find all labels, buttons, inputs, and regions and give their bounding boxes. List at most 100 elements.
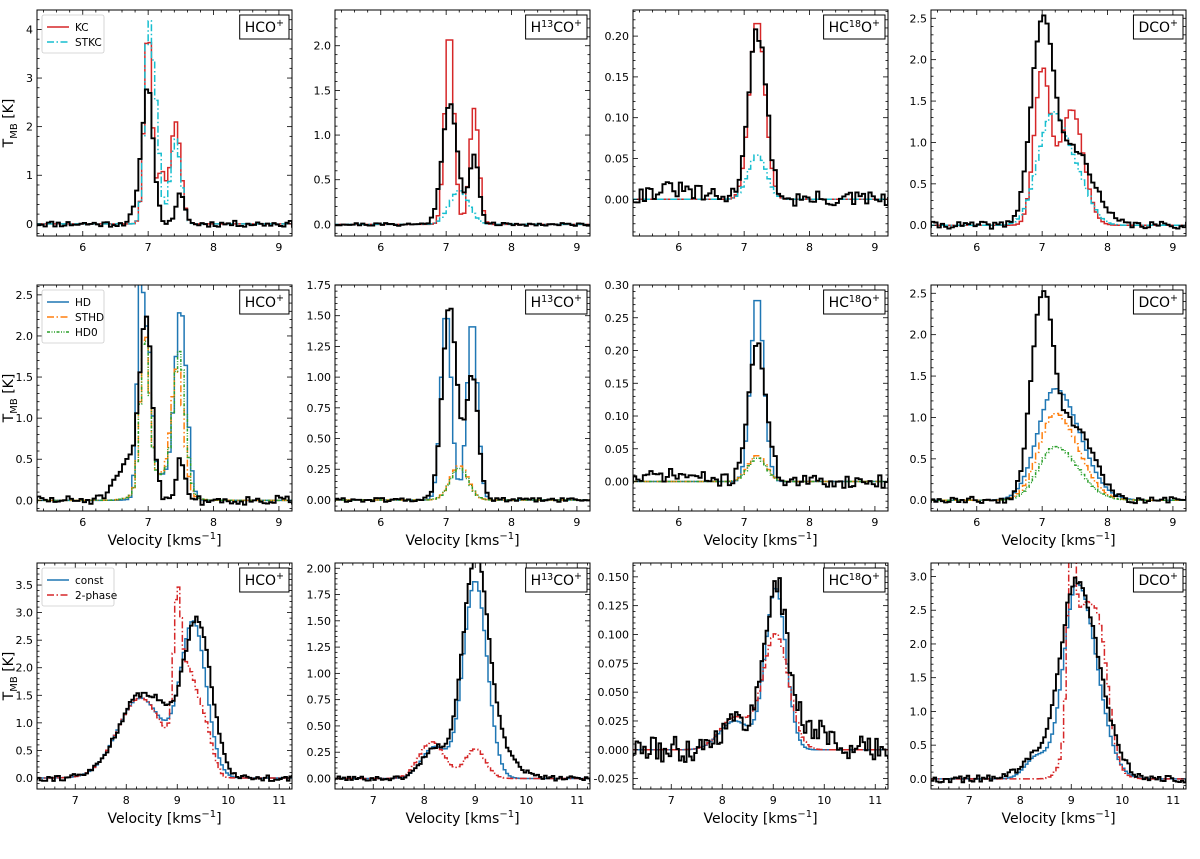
y-tick-label: 0.25 — [605, 312, 630, 325]
y-tick-label: 1.5 — [910, 672, 928, 685]
x-axis-label: Velocity [kms−1] — [703, 531, 817, 549]
y-tick-label: 1.0 — [314, 129, 332, 142]
y-tick-label: 2 — [26, 121, 33, 134]
legend-label: HD — [75, 297, 91, 309]
spectrum-panel: 6 7 8 9 0 1 2 3 4 HCO+ KC STKC TMB [K] — [1, 9, 293, 254]
y-tick-label: 0.15 — [605, 71, 630, 84]
y-tick-label: 0.025 — [598, 715, 630, 728]
y-tick-label: 1 — [26, 169, 33, 182]
series-const — [931, 582, 1186, 780]
y-tick-label: 0.075 — [598, 657, 630, 670]
x-tick-label: 8 — [719, 794, 726, 807]
molecule-label: HCO+ — [245, 18, 284, 36]
y-tick-label: 1.25 — [307, 340, 332, 353]
y-tick-label: 1.00 — [307, 667, 332, 680]
axes-frame — [930, 284, 1187, 512]
spectrum-panel: 6 7 8 9 0.0 0.5 1.0 1.5 2.0 H13CO+ — [314, 9, 591, 254]
x-tick-label: 8 — [1104, 241, 1111, 254]
molecule-box — [1132, 14, 1184, 40]
series-stkc — [931, 111, 1186, 226]
axes-frame — [36, 9, 293, 237]
legend: KC STKC — [41, 14, 105, 54]
x-tick-label: 9 — [1068, 794, 1075, 807]
axes-frame — [334, 284, 591, 512]
molecule-label: HC18O+ — [829, 293, 880, 311]
x-tick-label: 6 — [973, 516, 980, 529]
y-tick-label: 0.15 — [605, 377, 630, 390]
x-tick-label: 8 — [1017, 794, 1024, 807]
y-tick-label: 0.75 — [307, 402, 332, 415]
x-axis-label: Velocity [kms−1] — [703, 809, 817, 827]
x-axis-label: Velocity [kms−1] — [107, 531, 221, 549]
molecule-box — [239, 567, 290, 593]
x-tick-label: 9 — [174, 794, 181, 807]
series-stkc — [633, 154, 888, 201]
y-tick-label: 3.5 — [16, 579, 34, 592]
molecule-label: HC18O+ — [829, 571, 880, 589]
y-tick-label: -0.025 — [594, 773, 629, 786]
axes-frame — [36, 562, 293, 790]
series-observed — [931, 290, 1186, 505]
x-tick-label: 9 — [871, 241, 878, 254]
x-tick-label: 10 — [519, 794, 533, 807]
x-tick-label: 10 — [221, 794, 235, 807]
y-tick-label: 2.0 — [910, 54, 928, 67]
x-axis-label: Velocity [kms−1] — [1001, 531, 1115, 549]
molecule-box — [239, 14, 290, 40]
y-tick-label: 0.00 — [307, 494, 332, 507]
x-tick-label: 7 — [443, 241, 450, 254]
x-tick-label: 8 — [1104, 516, 1111, 529]
series-sthd — [37, 336, 292, 502]
series-sthd — [931, 412, 1186, 501]
series-2-phase — [335, 741, 590, 780]
y-tick-label: 2.5 — [910, 604, 928, 617]
x-tick-label: 6 — [377, 516, 384, 529]
y-tick-label: 1.5 — [910, 95, 928, 108]
x-tick-label: 11 — [570, 794, 584, 807]
y-tick-label: 1.75 — [307, 279, 332, 292]
y-tick-label: 0.00 — [605, 476, 630, 489]
spectrum-panel: 7 8 9 10 11 0.00 0.25 0.50 0.75 1.00 1.25 1.50 1.75 2… — [307, 562, 591, 827]
series-observed — [37, 88, 292, 228]
spectrum-panel: 6 7 8 9 0.0 0.5 1.0 1.5 2.0 2.5 DCO+ — [910, 9, 1187, 254]
x-tick-label: 9 — [573, 516, 580, 529]
y-tick-label: 0.00 — [605, 193, 630, 206]
series-observed — [931, 576, 1186, 784]
x-tick-label: 7 — [443, 516, 450, 529]
molecule-box — [525, 14, 588, 40]
spectrum-panel: 7 8 9 10 11 0.0 0.5 1.0 1.5 2.0 2.5 3.0 DCO+ Velocity… — [910, 562, 1187, 827]
y-tick-label: 0.0 — [910, 494, 928, 507]
y-axis-label: TMB [K] — [1, 374, 20, 424]
molecule-box — [1132, 289, 1184, 315]
y-tick-label: 0.000 — [598, 744, 630, 757]
y-tick-label: 1.25 — [307, 641, 332, 654]
series-observed — [335, 563, 590, 782]
legend-label: const — [75, 575, 103, 587]
y-tick-label: 2.0 — [910, 329, 928, 342]
series-const — [335, 581, 590, 780]
molecule-label: DCO+ — [1138, 18, 1178, 36]
x-tick-label: 7 — [370, 794, 377, 807]
y-tick-label: 1.0 — [910, 705, 928, 718]
y-tick-label: 1.50 — [307, 310, 332, 323]
y-tick-label: 2.5 — [910, 12, 928, 25]
y-tick-label: 2.5 — [910, 287, 928, 300]
series-kc — [931, 67, 1186, 226]
y-tick-label: 0.125 — [598, 600, 630, 613]
y-tick-label: 0.20 — [605, 345, 630, 358]
axes-frame — [930, 562, 1187, 790]
y-axis-label: TMB [K] — [1, 652, 20, 702]
y-tick-label: 0.50 — [307, 720, 332, 733]
series-observed — [633, 342, 888, 489]
series-observed — [37, 615, 292, 782]
spectrum-panel: 6 7 8 9 0.0 0.5 1.0 1.5 2.0 2.5 HCO+ HD STHD HD0 TMB [… — [1, 284, 293, 549]
legend-label: HD0 — [75, 327, 98, 339]
spectrum-panel: 7 8 9 10 11 -0.025 0.000 0.025 0.050 0.075 0.100 0.… — [594, 562, 889, 827]
series-observed — [633, 28, 888, 207]
legend-label: 2-phase — [75, 590, 117, 602]
y-tick-label: 0.0 — [910, 773, 928, 786]
y-tick-label: 0.20 — [605, 30, 630, 43]
y-tick-label: 1.5 — [16, 689, 34, 702]
y-tick-label: 3.0 — [16, 607, 34, 620]
x-tick-label: 7 — [741, 241, 748, 254]
